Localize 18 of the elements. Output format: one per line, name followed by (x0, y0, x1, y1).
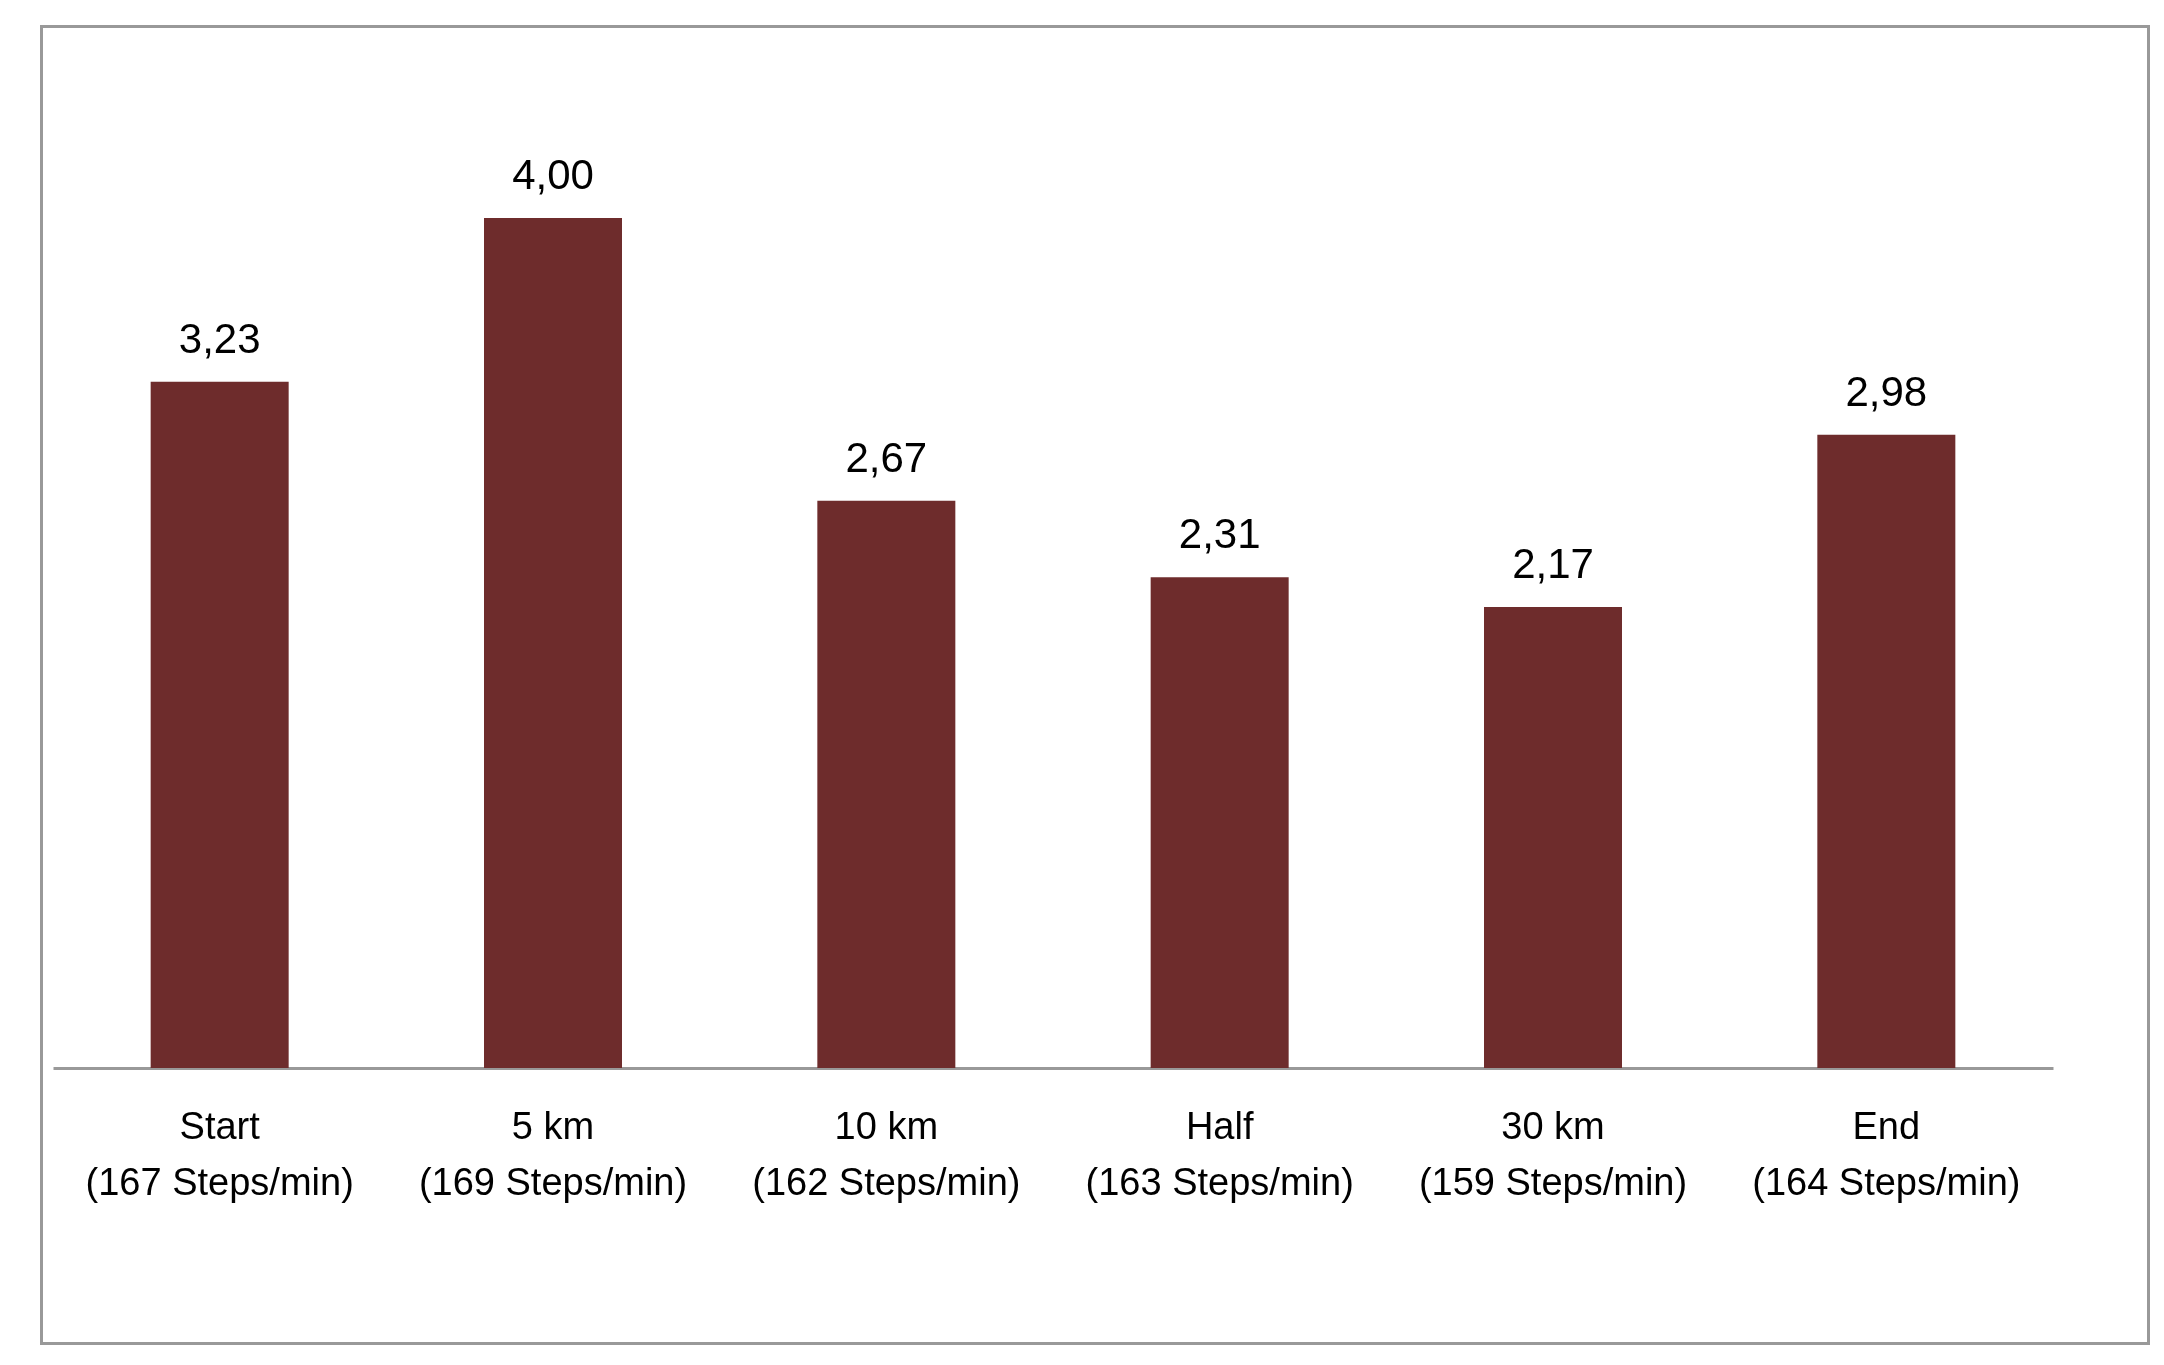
bar (1484, 606, 1622, 1068)
bar (1817, 434, 1956, 1068)
data-label: 2,67 (845, 433, 928, 481)
bar (817, 500, 956, 1068)
bar (150, 381, 289, 1068)
x-tick-label: Start (167 Steps/min) (85, 1104, 354, 1203)
data-label: 2,17 (1512, 539, 1594, 587)
x-tick-label: Half (163 Steps/min) (1085, 1104, 1354, 1203)
x-tick-label: 30 km (159 Steps/min) (1418, 1104, 1688, 1203)
x-tick-label: 10 km (162 Steps/min) (752, 1104, 1021, 1203)
x-tick-label: End (164 Steps/min) (1752, 1104, 2021, 1203)
x-tick-label: 5 km (169 Steps/min) (418, 1104, 688, 1203)
bar (484, 218, 622, 1068)
data-label: 2,31 (1178, 510, 1261, 558)
data-label: 4,00 (512, 151, 594, 198)
data-label: 3,23 (178, 314, 261, 362)
bar (1150, 577, 1289, 1068)
data-label: 2,98 (1845, 367, 1928, 415)
